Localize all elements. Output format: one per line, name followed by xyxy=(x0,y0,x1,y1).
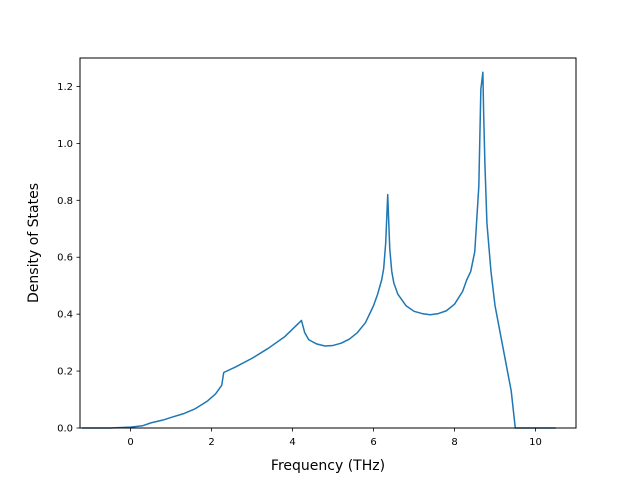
y-tick-label: 1.2 xyxy=(57,82,73,93)
y-axis-ticks: 0.0 0.2 0.4 0.6 0.8 1.0 1.2 xyxy=(57,82,80,435)
x-tick-label: 6 xyxy=(370,437,376,448)
y-tick-label: 0.8 xyxy=(57,196,73,207)
series-layer xyxy=(82,71,556,429)
x-tick-label: 8 xyxy=(451,437,457,448)
y-tick-label: 1.0 xyxy=(57,139,73,150)
axes-frame xyxy=(79,57,577,429)
x-tick-label: 2 xyxy=(208,437,214,448)
y-tick-label: 0.2 xyxy=(57,367,73,378)
y-tick-label: 0.4 xyxy=(57,310,73,321)
x-tick-label: 10 xyxy=(529,437,542,448)
x-tick-label: 4 xyxy=(289,437,295,448)
x-tick-label: 0 xyxy=(127,437,133,448)
y-tick-label: 0.0 xyxy=(57,424,73,435)
dos-series-line-0 xyxy=(82,71,556,429)
y-tick-label: 0.6 xyxy=(57,253,73,264)
plot-area xyxy=(80,58,576,428)
y-axis-title: Density of States xyxy=(26,183,42,303)
x-axis-ticks: 0 2 4 6 8 10 xyxy=(127,428,542,448)
x-axis-title: Frequency (THz) xyxy=(271,458,385,474)
